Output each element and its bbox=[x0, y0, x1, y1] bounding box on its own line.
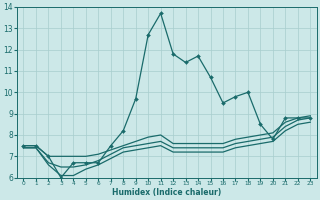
X-axis label: Humidex (Indice chaleur): Humidex (Indice chaleur) bbox=[112, 188, 221, 197]
